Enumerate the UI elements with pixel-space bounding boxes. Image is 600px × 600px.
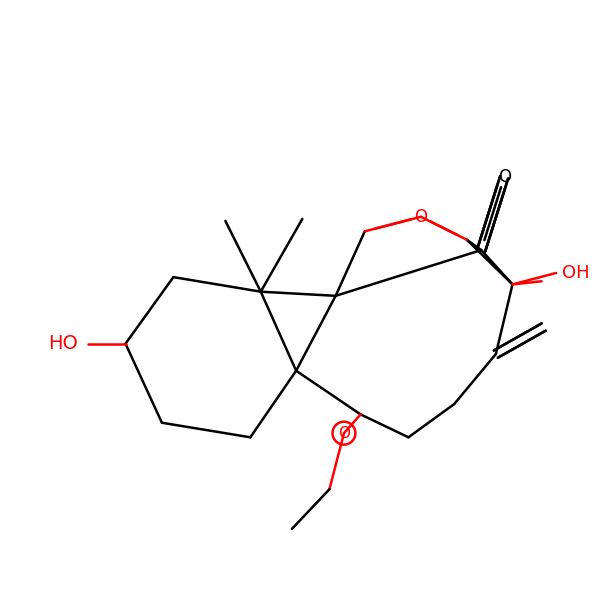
Text: OH: OH [562,264,590,282]
Text: O: O [338,425,350,440]
Text: O: O [497,168,511,186]
Text: O: O [415,208,427,226]
Text: HO: HO [48,334,78,353]
